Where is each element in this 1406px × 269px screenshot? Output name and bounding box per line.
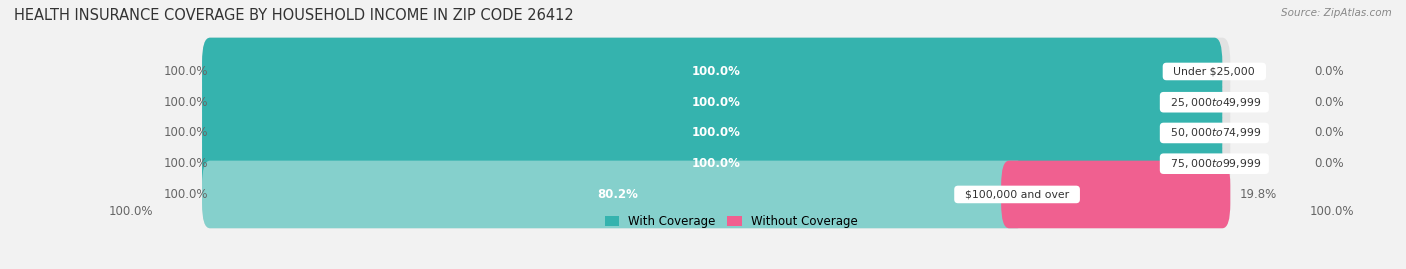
Text: HEALTH INSURANCE COVERAGE BY HOUSEHOLD INCOME IN ZIP CODE 26412: HEALTH INSURANCE COVERAGE BY HOUSEHOLD I… xyxy=(14,8,574,23)
FancyBboxPatch shape xyxy=(202,38,1222,105)
Text: 100.0%: 100.0% xyxy=(108,204,153,218)
Text: 100.0%: 100.0% xyxy=(163,65,208,78)
Text: 80.2%: 80.2% xyxy=(598,188,638,201)
Text: 0.0%: 0.0% xyxy=(1315,96,1344,109)
FancyBboxPatch shape xyxy=(202,99,1230,167)
FancyBboxPatch shape xyxy=(202,68,1230,136)
FancyBboxPatch shape xyxy=(202,161,1230,228)
Text: 19.8%: 19.8% xyxy=(1239,188,1277,201)
Text: Source: ZipAtlas.com: Source: ZipAtlas.com xyxy=(1281,8,1392,18)
Text: $100,000 and over: $100,000 and over xyxy=(957,189,1076,199)
Text: 100.0%: 100.0% xyxy=(1309,204,1354,218)
Text: 100.0%: 100.0% xyxy=(163,188,208,201)
FancyBboxPatch shape xyxy=(202,130,1222,197)
Text: 100.0%: 100.0% xyxy=(692,65,741,78)
Text: 0.0%: 0.0% xyxy=(1315,65,1344,78)
Text: $75,000 to $99,999: $75,000 to $99,999 xyxy=(1164,157,1265,170)
Text: 0.0%: 0.0% xyxy=(1315,157,1344,170)
Text: $25,000 to $49,999: $25,000 to $49,999 xyxy=(1164,96,1265,109)
Text: 100.0%: 100.0% xyxy=(692,157,741,170)
FancyBboxPatch shape xyxy=(202,99,1222,167)
FancyBboxPatch shape xyxy=(1001,161,1230,228)
FancyBboxPatch shape xyxy=(202,161,1025,228)
Text: 100.0%: 100.0% xyxy=(163,126,208,139)
Text: 100.0%: 100.0% xyxy=(163,157,208,170)
Text: 0.0%: 0.0% xyxy=(1315,126,1344,139)
Text: 100.0%: 100.0% xyxy=(692,96,741,109)
FancyBboxPatch shape xyxy=(202,130,1230,197)
Text: $50,000 to $74,999: $50,000 to $74,999 xyxy=(1164,126,1265,139)
FancyBboxPatch shape xyxy=(202,38,1230,105)
Text: 100.0%: 100.0% xyxy=(692,126,741,139)
FancyBboxPatch shape xyxy=(202,68,1222,136)
Text: 100.0%: 100.0% xyxy=(163,96,208,109)
Legend: With Coverage, Without Coverage: With Coverage, Without Coverage xyxy=(605,215,858,228)
Text: Under $25,000: Under $25,000 xyxy=(1167,66,1263,76)
